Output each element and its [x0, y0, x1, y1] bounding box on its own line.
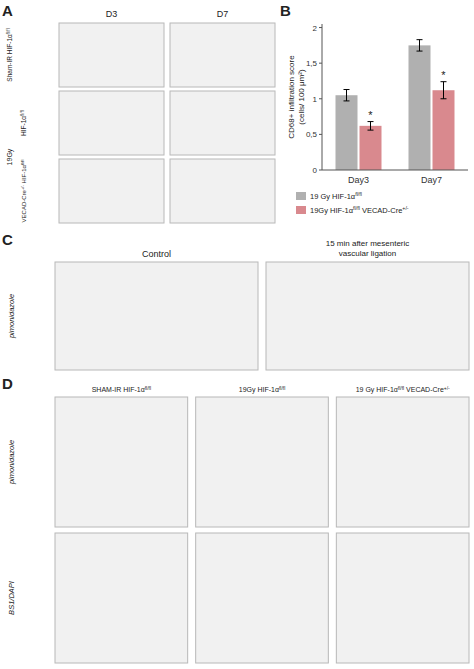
tick-label: 0,5 [306, 130, 318, 139]
bars [336, 40, 455, 170]
tick [319, 134, 322, 135]
column-title: 19Gy HIF-1αfl/fl [239, 386, 285, 395]
column-title: 15 min after mesentericvascular ligation [326, 239, 410, 258]
error-bar [417, 40, 423, 51]
legend-entry: 19 Gy HIF-1αfl/fl [310, 191, 362, 201]
image-placeholder [196, 397, 329, 527]
bar [360, 126, 382, 170]
y-axis [322, 24, 323, 170]
image-placeholder [336, 397, 469, 527]
image-placeholder [59, 91, 164, 155]
image-placeholder [59, 159, 164, 223]
row-label: 19Gy [6, 148, 14, 165]
column-title: SHAM-IR HIF-1αfl/fl [92, 386, 151, 394]
row-label: VECAD-Cre+/- HIF-1αfl/fl [20, 160, 28, 223]
tick [319, 63, 322, 64]
tick [319, 27, 322, 28]
error-bar [368, 122, 374, 131]
significance-mark: * [441, 69, 446, 81]
panel-label: C [2, 231, 13, 248]
image-placeholder [196, 533, 329, 663]
panel-label: D [2, 375, 13, 392]
column-title: D7 [217, 9, 229, 19]
axis-label: CD68+ infiltration score(cells/ 100 μm²) [287, 55, 306, 139]
legend-swatch [296, 192, 306, 200]
row-label: BS1/DAPI [7, 581, 16, 615]
row-label: HIF-1αfl/fl [20, 110, 28, 136]
tick-label: Day3 [348, 175, 369, 185]
error-bar [441, 82, 447, 99]
panel-label: A [2, 2, 13, 19]
image-placeholder [55, 397, 188, 527]
tick-label: 1,5 [306, 59, 318, 68]
significance-mark: * [368, 109, 373, 121]
row-label: Sham-IR HIF-1αfl/fl [6, 28, 14, 81]
row-label: pimonidazole [7, 440, 16, 485]
column-title: 19 Gy HIF-1αfl/fl VECAD-Cre+/- [356, 386, 450, 395]
image-placeholder [59, 23, 164, 87]
tick [319, 170, 322, 171]
panel-label: B [280, 2, 291, 19]
legend-swatch [296, 206, 306, 214]
figure: 0 0,5 1 1,5 2 Day3 Day7 CD68+ infiltration scor… [0, 0, 474, 669]
image-placeholder [266, 262, 469, 370]
error-bar [344, 90, 350, 101]
tick-label: Day7 [421, 175, 442, 185]
bar [433, 90, 455, 170]
image-placeholder [336, 533, 469, 663]
tick-label: 0 [313, 166, 318, 175]
image-placeholder [55, 533, 188, 663]
image-placeholder [55, 262, 258, 370]
image-placeholder [170, 91, 275, 155]
bar [336, 95, 358, 170]
row-label: pimonidazole [7, 294, 16, 339]
column-title: D3 [106, 9, 118, 19]
tick-label: 1 [313, 95, 318, 104]
bar [409, 45, 431, 170]
tick [319, 98, 322, 99]
image-placeholder [170, 159, 275, 223]
image-placeholder [170, 23, 275, 87]
x-axis [322, 170, 468, 171]
column-title: Control [142, 249, 171, 259]
tick-label: 2 [313, 24, 318, 33]
legend-entry: 19Gy HIF-1αfl/fl VECAD-Cre+/- [310, 205, 409, 215]
